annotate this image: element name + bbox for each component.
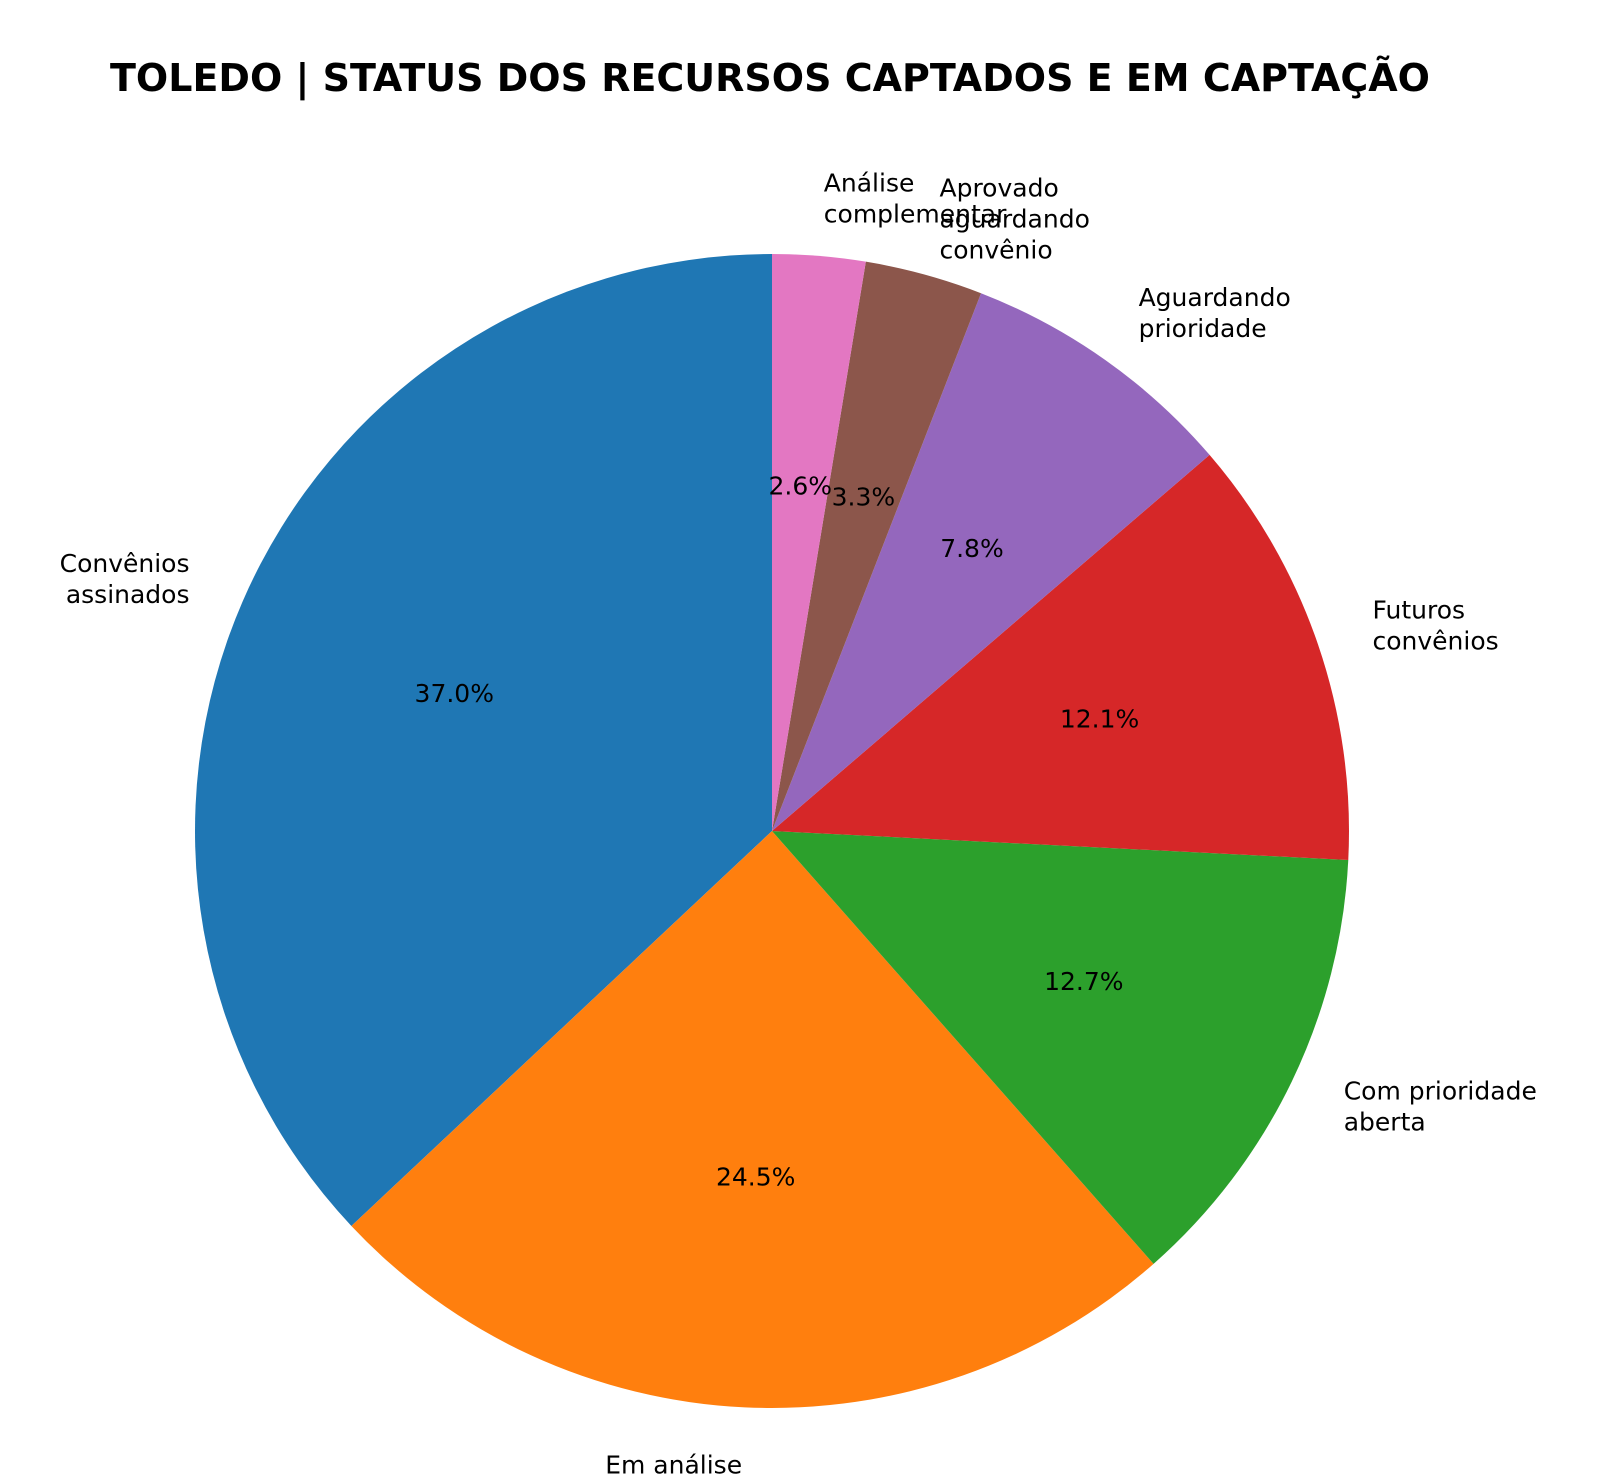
pie-slice-convenios-assinados (195, 254, 773, 1226)
chart-title: TOLEDO | STATUS DOS RECURSOS CAPTADOS E … (110, 56, 1430, 100)
pct-label-futuros-convenios: 12.1% (1060, 704, 1139, 733)
pie-slice-aguardando-prioridade (772, 293, 1210, 832)
pie-slice-aprovado-aguardando-convenio (772, 261, 982, 831)
slice-label-em-analise: Em análise (605, 1450, 742, 1474)
pct-label-aprovado-aguardando-convenio: 3.3% (832, 483, 896, 512)
slice-label-aguardando-prioridade: Aguardando prioridade (1139, 283, 1291, 343)
pie-slice-com-prioridade-aberta (772, 831, 1349, 1264)
slice-label-futuros-convenios: Futuros convênios (1372, 595, 1498, 655)
pct-label-aguardando-prioridade: 7.8% (940, 534, 1004, 563)
slice-label-convenios-assinados: Convênios assinados (60, 549, 190, 609)
pct-label-analise-complementar: 2.6% (768, 471, 832, 500)
slice-label-aprovado-aguardando-convenio: Aprovado aguardando convênio (939, 173, 1089, 264)
pie-slice-analise-complementar (772, 254, 866, 831)
slice-label-com-prioridade-aberta: Com prioridade aberta (1344, 1077, 1537, 1137)
pct-label-convenios-assinados: 37.0% (415, 679, 494, 708)
pie-slice-futuros-convenios (772, 454, 1349, 860)
slice-label-analise-complementar: Análise complementar (824, 168, 1007, 228)
pct-label-em-analise: 24.5% (716, 1162, 795, 1191)
pie-slice-em-analise (351, 831, 1154, 1408)
pct-label-com-prioridade-aberta: 12.7% (1044, 967, 1123, 996)
